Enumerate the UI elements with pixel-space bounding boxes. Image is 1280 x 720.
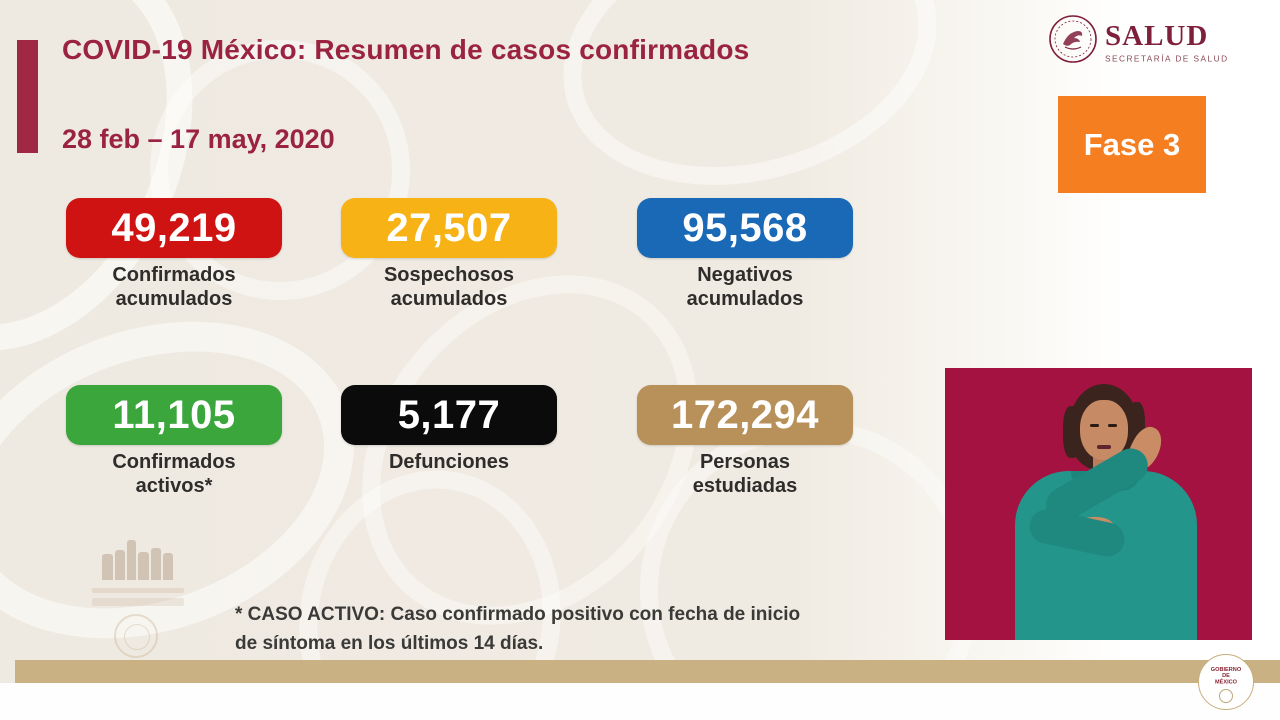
interpreter-face	[1080, 400, 1128, 460]
active-case-footnote: * CASO ACTIVO: Caso confirmado positivo …	[235, 604, 801, 654]
salud-wordmark: SALUD	[1105, 20, 1209, 52]
government-watermark	[92, 538, 184, 658]
stat-card-confirmados-activos: 11,105 Confirmados activos*	[66, 385, 282, 499]
interpreter-eye	[1108, 424, 1117, 427]
stat-card-confirmados-acumulados: 49,219 Confirmados acumulados	[66, 198, 282, 312]
stat-card-negativos-acumulados: 95,568 Negativos acumulados	[637, 198, 853, 312]
interpreter-hair	[1063, 406, 1081, 458]
footer-bar	[15, 660, 1280, 683]
stat-pill: 11,105	[66, 385, 282, 445]
stat-card-sospechosos-acumulados: 27,507 Sospechosos acumulados	[341, 198, 557, 312]
phase-badge-label: Fase 3	[1083, 126, 1181, 162]
salud-logo: SALUD SECRETARÍA DE SALUD	[1048, 14, 1258, 70]
interpreter-lips	[1097, 445, 1111, 449]
salud-eagle-seal-icon	[1049, 15, 1097, 63]
stat-value: 27,507	[386, 205, 512, 250]
stat-label: Confirmados activos*	[112, 451, 236, 498]
stat-card-defunciones: 5,177 Defunciones	[341, 385, 557, 474]
stat-pill: 49,219	[66, 198, 282, 258]
salud-logo-text: SALUD SECRETARÍA DE SALUD	[1105, 14, 1239, 64]
stat-label: Sospechosos acumulados	[383, 264, 515, 311]
stat-value: 95,568	[682, 205, 808, 250]
title-accent-bar	[17, 40, 38, 153]
stat-pill: 95,568	[637, 198, 853, 258]
gobierno-de-mexico-seal: GOBIERNO DE MÉXICO	[1198, 654, 1254, 710]
stat-value: 11,105	[112, 392, 236, 437]
interpreter-eye	[1090, 424, 1099, 427]
page-title: COVID-19 México: Resumen de casos confir…	[62, 34, 750, 65]
stat-pill: 27,507	[341, 198, 557, 258]
stat-pill: 5,177	[341, 385, 557, 445]
phase-badge: Fase 3	[1058, 96, 1206, 193]
watermark-text-line	[92, 588, 184, 593]
salud-subtitle: SECRETARÍA DE SALUD	[1105, 54, 1229, 64]
stat-value: 5,177	[397, 392, 501, 437]
stat-card-personas-estudiadas: 172,294 Personas estudiadas	[637, 385, 853, 499]
stat-pill: 172,294	[637, 385, 853, 445]
stat-label: Personas estudiadas	[692, 451, 798, 498]
stat-value: 172,294	[670, 392, 820, 437]
stat-value: 49,219	[111, 205, 237, 250]
watermark-text-line	[92, 598, 184, 606]
stat-label: Negativos acumulados	[686, 264, 804, 311]
sign-language-interpreter-video	[945, 368, 1252, 640]
stat-label: Defunciones	[388, 451, 510, 473]
date-range: 28 feb – 17 may, 2020	[62, 124, 335, 154]
gobierno-seal-eagle-icon	[1219, 688, 1233, 703]
historic-figures-watermark	[98, 538, 176, 580]
bottom-white-strip	[0, 683, 1280, 720]
watermark-seal-icon	[114, 614, 158, 658]
stat-label: Confirmados acumulados	[112, 264, 236, 311]
gobierno-seal-text: GOBIERNO DE MÉXICO	[1210, 666, 1242, 685]
